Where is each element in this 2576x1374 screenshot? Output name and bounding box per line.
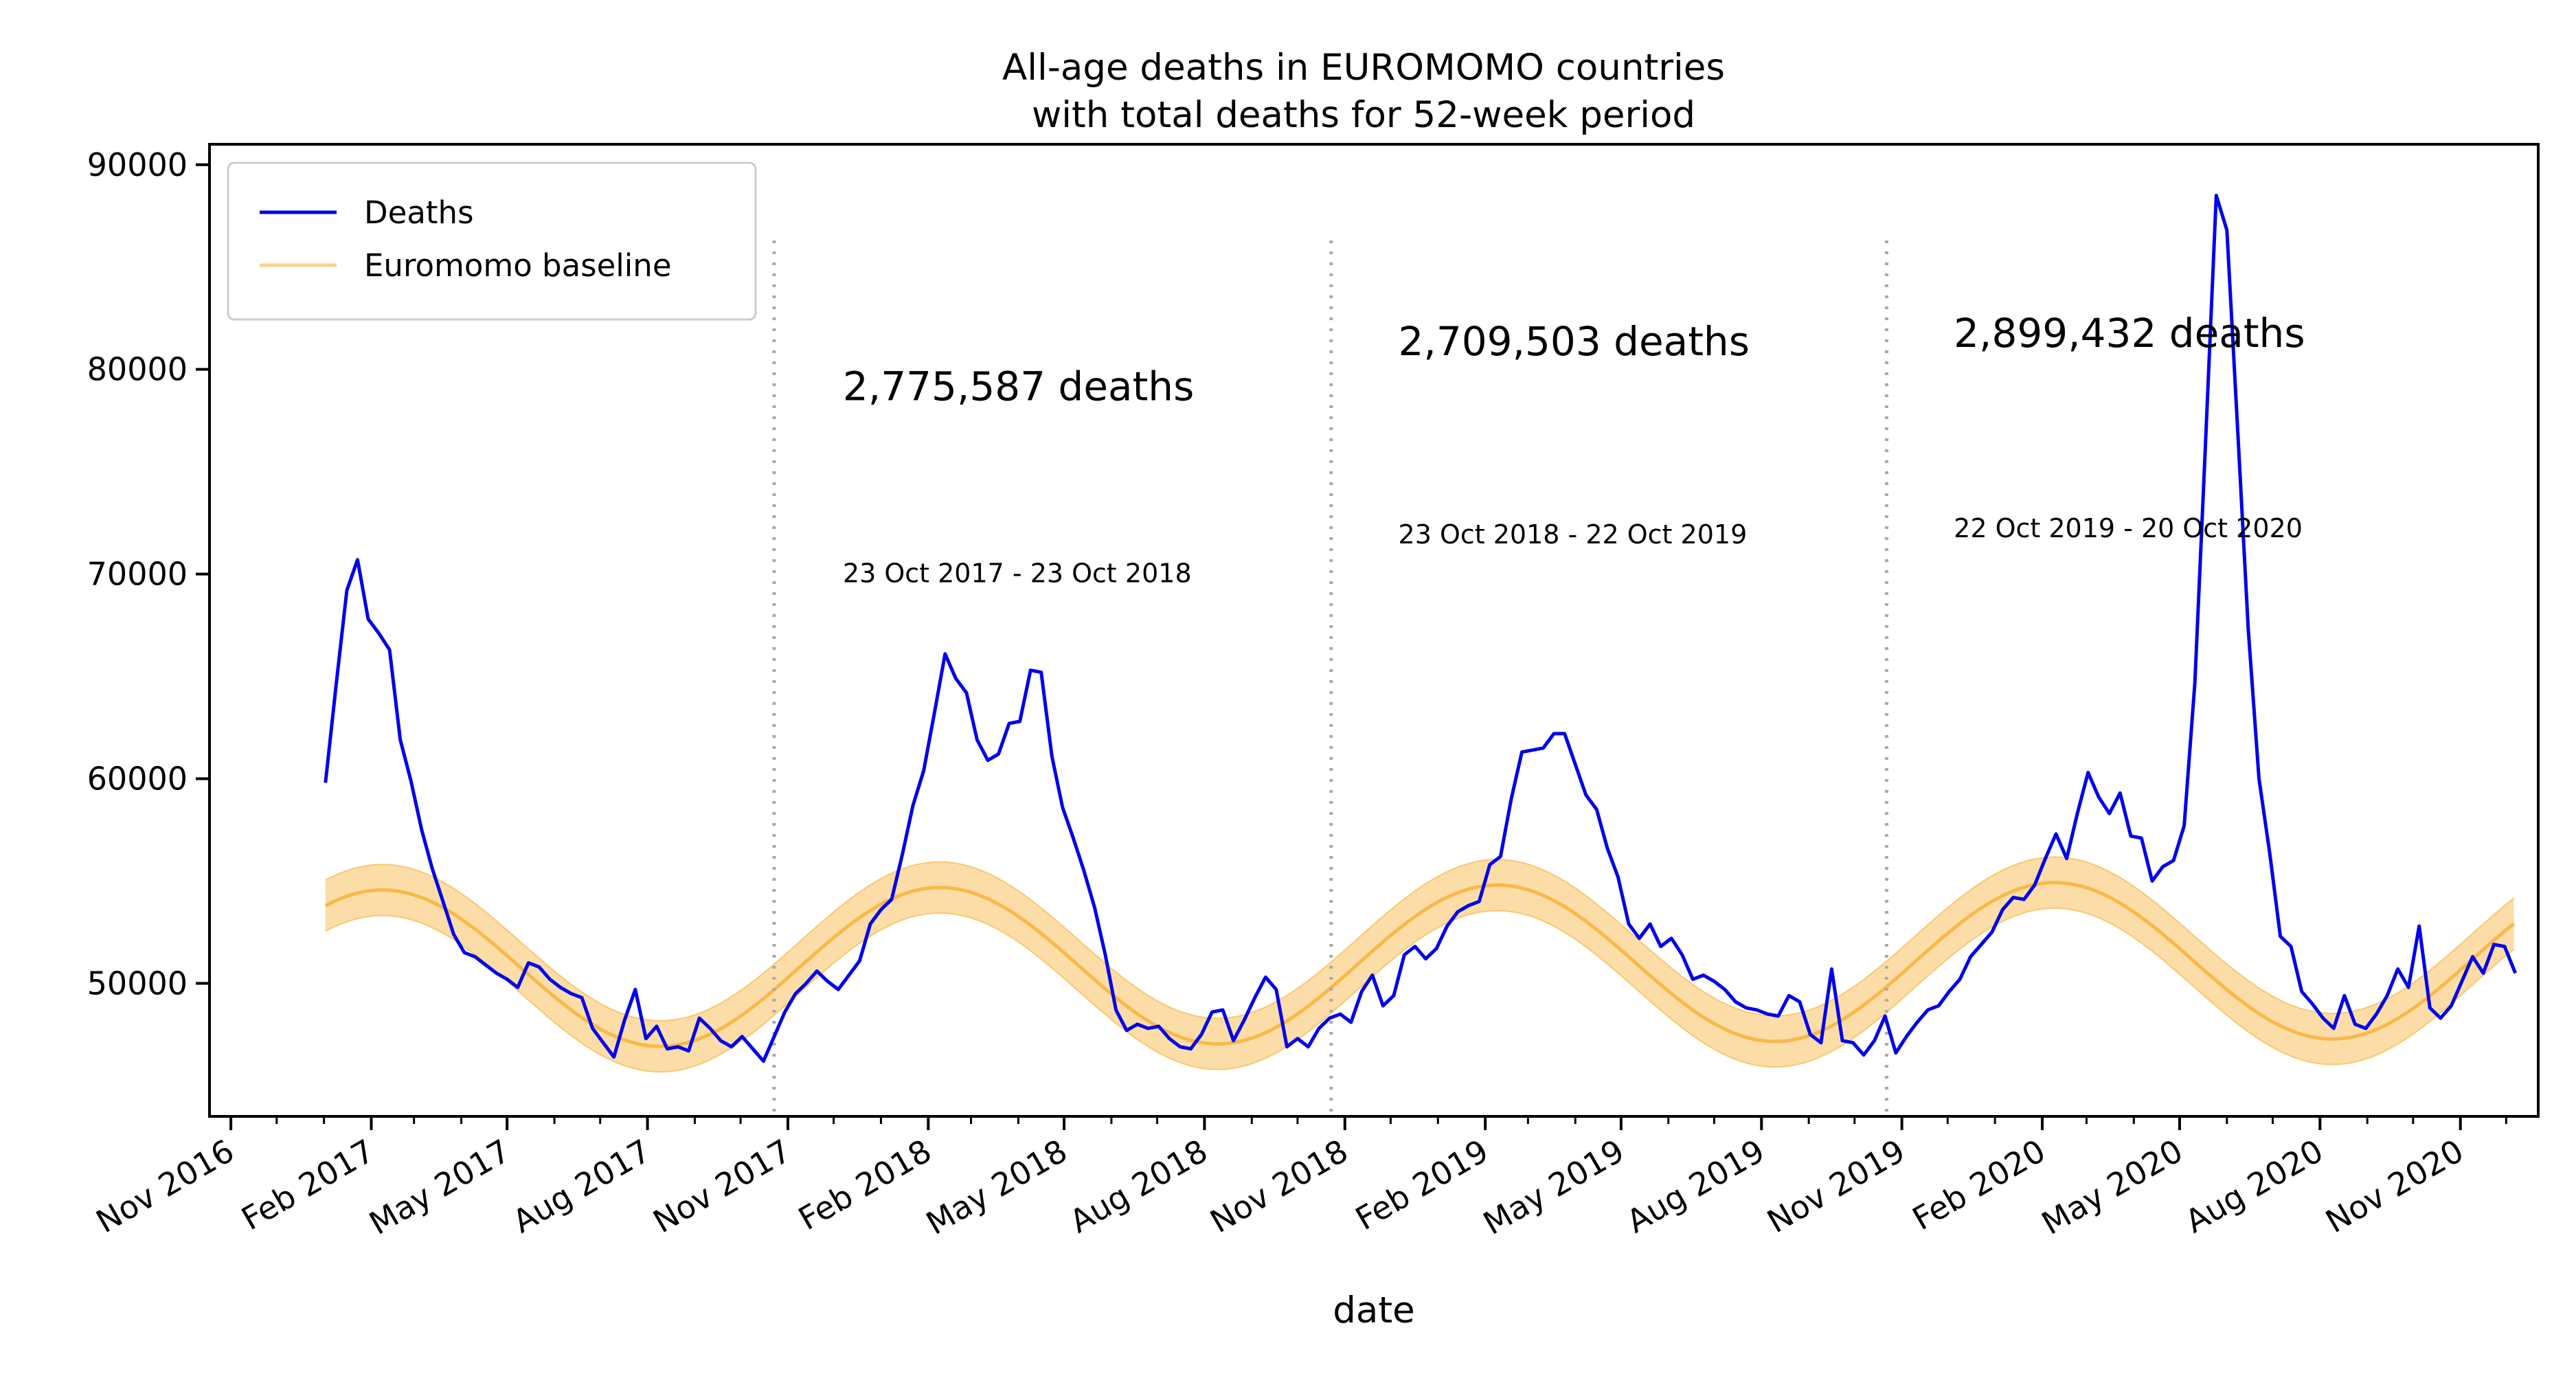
- plot-area: [324, 194, 2518, 1116]
- legend-label-baseline: Euromomo baseline: [364, 247, 672, 284]
- baseline-band-upper-edge: [325, 856, 2515, 1022]
- legend-box: [227, 161, 757, 321]
- plot-frame: [208, 143, 2540, 1118]
- period-range-3: 22 Oct 2019 - 20 Oct 2020: [1954, 513, 2303, 543]
- legend: Deaths Euromomo baseline: [227, 161, 757, 321]
- baseline-band-lower-edge: [325, 908, 2515, 1073]
- period-total-3: 2,899,432 deaths: [1954, 310, 2305, 357]
- y-tick-label-50000: 50000: [87, 965, 188, 1002]
- x-axis-label: date: [1333, 1289, 1415, 1331]
- chart-subtitle: with total deaths for 52-week period: [1032, 94, 1695, 136]
- annotations: 2,775,587 deaths 23 Oct 2017 - 23 Oct 201…: [843, 310, 2305, 589]
- period-total-1: 2,775,587 deaths: [843, 363, 1194, 409]
- period-range-1: 23 Oct 2017 - 23 Oct 2018: [843, 558, 1192, 588]
- y-tick-label-60000: 60000: [87, 760, 188, 797]
- y-tick-label-80000: 80000: [87, 351, 188, 388]
- chart-title: All-age deaths in EUROMOMO countries: [1002, 47, 1725, 89]
- legend-label-deaths: Deaths: [364, 194, 474, 231]
- y-tick-label-90000: 90000: [87, 146, 188, 183]
- period-total-2: 2,709,503 deaths: [1399, 318, 1750, 365]
- deaths-line: [324, 194, 2518, 1063]
- period-range-2: 23 Oct 2018 - 22 Oct 2019: [1399, 519, 1748, 550]
- y-tick-label-70000: 70000: [87, 556, 188, 593]
